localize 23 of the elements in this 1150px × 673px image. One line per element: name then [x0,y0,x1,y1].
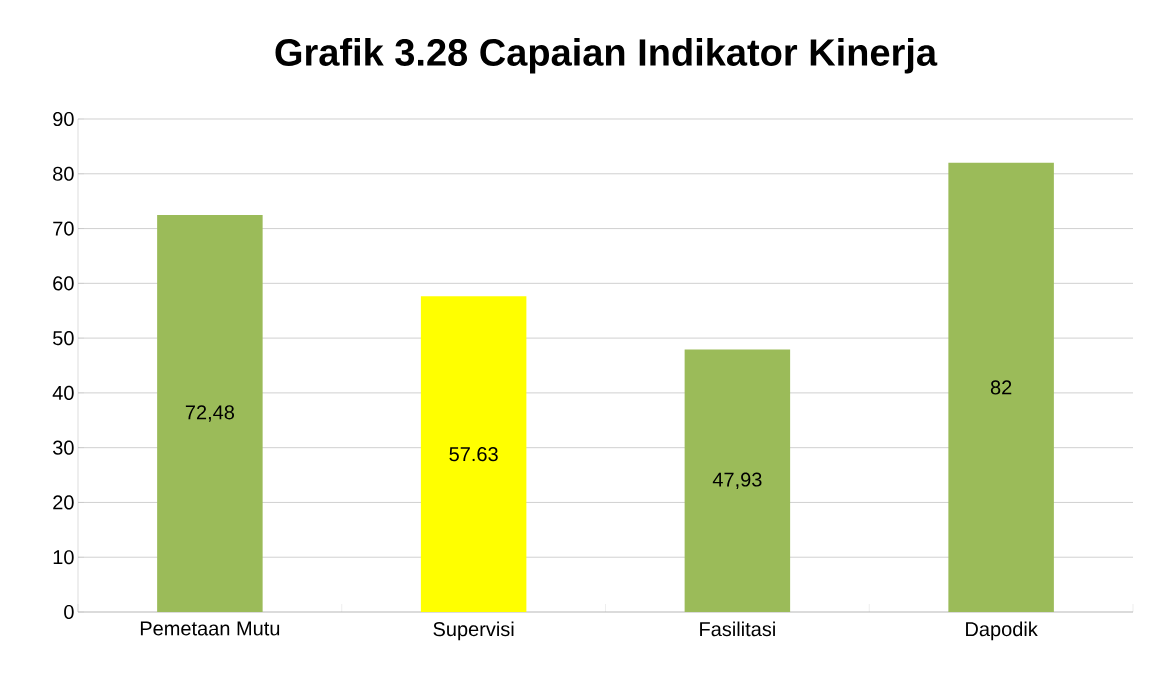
data-label: 82 [990,380,1012,395]
x-tick-label: Dapodik [966,621,1038,641]
chart-title: Grafik 3.28 Capaian Indikator Kinerja [275,38,938,74]
data-label: 72,48 [185,405,235,422]
y-tick-label: 0 [64,604,74,620]
bar [157,214,263,612]
x-tick-label: Supervisi [433,621,514,641]
y-tick-label: 50 [53,331,74,346]
y-tick-label: 30 [52,440,74,455]
bar [420,296,527,612]
y-tick-label: 10 [53,550,74,565]
y-tick-label: 60 [53,276,74,291]
y-tick-label: 40 [52,385,74,400]
data-label: 57.63 [449,447,498,462]
bar [684,349,791,612]
data-label: 47,93 [712,472,762,489]
y-tick-label: 80 [53,166,74,181]
y-tick-label: 20 [53,495,74,510]
x-tick-label: Fasilitasi [700,621,775,637]
x-tick-label: Pemetaan Mutu [140,621,280,636]
y-tick-label: 90 [53,111,74,127]
y-tick-label: 70 [53,221,74,236]
bar [948,162,1054,612]
